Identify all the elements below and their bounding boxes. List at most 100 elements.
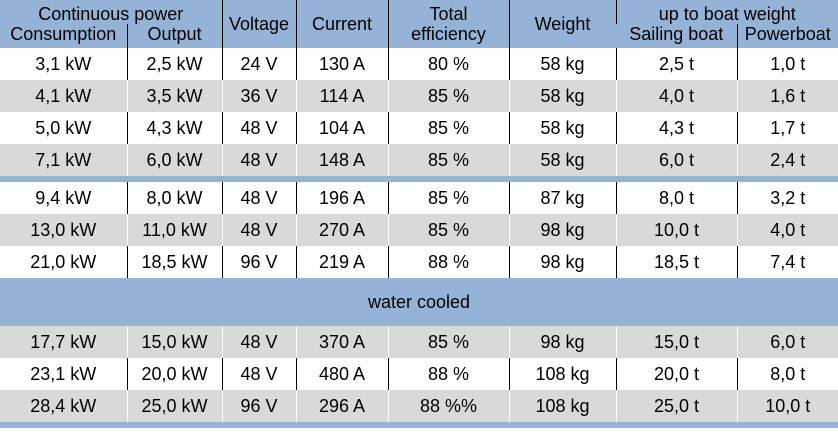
cell-current: 370 A <box>296 326 389 358</box>
cell-weight: 98 kg <box>509 326 617 358</box>
bottom-border <box>0 422 838 428</box>
cell-powerboat: 10,0 t <box>737 390 838 422</box>
cell-efficiency: 85 % <box>388 144 510 176</box>
cell-efficiency: 85 % <box>388 326 510 358</box>
cell-voltage: 48 V <box>222 144 297 176</box>
cell-current: 270 A <box>296 214 389 246</box>
cell-consumption: 23,1 kW <box>0 358 128 390</box>
cell-current: 130 A <box>296 48 389 80</box>
cell-weight: 58 kg <box>509 80 617 112</box>
header-continuous-power: Continuous power <box>0 0 222 24</box>
cell-sailing-boat: 18,5 t <box>616 246 738 278</box>
cell-consumption: 7,1 kW <box>0 144 128 176</box>
table-row: 4,1 kW 3,5 kW 36 V 114 A 85 % 58 kg 4,0 t 1,6 t <box>0 80 838 112</box>
cell-current: 296 A <box>296 390 389 422</box>
header-powerboat: Powerboat <box>736 24 838 48</box>
cell-powerboat: 1,0 t <box>737 48 838 80</box>
table-row: 3,1 kW 2,5 kW 24 V 130 A 80 % 58 kg 2,5 t 1,0 t <box>0 48 838 80</box>
cell-sailing-boat: 25,0 t <box>616 390 738 422</box>
cell-output: 18,5 kW <box>127 246 223 278</box>
table-row: 7,1 kW 6,0 kW 48 V 148 A 85 % 58 kg 6,0 t 2,4 t <box>0 144 838 176</box>
cell-current: 148 A <box>296 144 389 176</box>
section-row-water-cooled: water cooled <box>0 278 838 326</box>
cell-weight: 58 kg <box>509 48 617 80</box>
table-row: 5,0 kW 4,3 kW 48 V 104 A 85 % 58 kg 4,3 t 1,7 t <box>0 112 838 144</box>
header-output: Output <box>126 24 222 48</box>
cell-consumption: 13,0 kW <box>0 214 128 246</box>
cell-output: 8,0 kW <box>127 182 223 214</box>
cell-weight: 98 kg <box>509 246 617 278</box>
cell-powerboat: 1,7 t <box>737 112 838 144</box>
header-up-to-boat-weight: up to boat weight <box>615 0 838 24</box>
cell-consumption: 3,1 kW <box>0 48 128 80</box>
cell-powerboat: 6,0 t <box>737 326 838 358</box>
cell-output: 4,3 kW <box>127 112 223 144</box>
table-row: 9,4 kW 8,0 kW 48 V 196 A 85 % 87 kg 8,0 t 3,2 t <box>0 182 838 214</box>
cell-voltage: 48 V <box>222 214 297 246</box>
cell-powerboat: 2,4 t <box>737 144 838 176</box>
table-row: 17,7 kW 15,0 kW 48 V 370 A 85 % 98 kg 15,0 t 6,… <box>0 326 838 358</box>
cell-voltage: 48 V <box>222 112 297 144</box>
cell-weight: 58 kg <box>509 144 617 176</box>
cell-consumption: 17,7 kW <box>0 326 128 358</box>
cell-powerboat: 1,6 t <box>737 80 838 112</box>
cell-voltage: 48 V <box>222 358 297 390</box>
cell-voltage: 24 V <box>222 48 297 80</box>
cell-sailing-boat: 4,0 t <box>616 80 738 112</box>
cell-consumption: 4,1 kW <box>0 80 128 112</box>
cell-voltage: 48 V <box>222 326 297 358</box>
cell-sailing-boat: 20,0 t <box>616 358 738 390</box>
cell-current: 104 A <box>296 112 389 144</box>
cell-sailing-boat: 4,3 t <box>616 112 738 144</box>
table-row: 21,0 kW 18,5 kW 96 V 219 A 88 % 98 kg 18,5 t 7,… <box>0 246 838 278</box>
header-consumption: Consumption <box>0 24 127 48</box>
cell-efficiency: 80 % <box>388 48 510 80</box>
cell-efficiency: 88 % <box>388 246 510 278</box>
cell-voltage: 36 V <box>222 80 297 112</box>
cell-consumption: 28,4 kW <box>0 390 128 422</box>
header-weight: Weight <box>508 0 616 48</box>
cell-current: 219 A <box>296 246 389 278</box>
cell-consumption: 5,0 kW <box>0 112 128 144</box>
header-total-efficiency-line1: Total <box>387 0 509 24</box>
cell-output: 20,0 kW <box>127 358 223 390</box>
cell-output: 6,0 kW <box>127 144 223 176</box>
cell-efficiency: 85 % <box>388 214 510 246</box>
cell-voltage: 96 V <box>222 246 297 278</box>
cell-efficiency: 85 % <box>388 112 510 144</box>
cell-efficiency: 85 % <box>388 182 510 214</box>
cell-consumption: 21,0 kW <box>0 246 128 278</box>
cell-current: 114 A <box>296 80 389 112</box>
cell-current: 196 A <box>296 182 389 214</box>
table-row: 28,4 kW 25,0 kW 96 V 296 A 88 %% 108 kg 25,0 t… <box>0 390 838 422</box>
section-label: water cooled <box>0 278 838 326</box>
header-total-efficiency-line2: efficiency <box>387 24 509 48</box>
cell-output: 25,0 kW <box>127 390 223 422</box>
header-sailing-boat: Sailing boat <box>616 24 737 48</box>
cell-weight: 98 kg <box>509 214 617 246</box>
group-separator <box>0 176 838 182</box>
cell-weight: 58 kg <box>509 112 617 144</box>
cell-powerboat: 3,2 t <box>737 182 838 214</box>
cell-sailing-boat: 6,0 t <box>616 144 738 176</box>
cell-weight: 108 kg <box>509 358 617 390</box>
cell-output: 11,0 kW <box>127 214 223 246</box>
header-voltage: Voltage <box>221 0 296 48</box>
cell-sailing-boat: 15,0 t <box>616 326 738 358</box>
cell-powerboat: 7,4 t <box>737 246 838 278</box>
cell-powerboat: 8,0 t <box>737 358 838 390</box>
cell-weight: 108 kg <box>509 390 617 422</box>
cell-current: 480 A <box>296 358 389 390</box>
cell-output: 2,5 kW <box>127 48 223 80</box>
cell-efficiency: 85 % <box>388 80 510 112</box>
cell-consumption: 9,4 kW <box>0 182 128 214</box>
cell-powerboat: 4,0 t <box>737 214 838 246</box>
cell-voltage: 48 V <box>222 182 297 214</box>
header-current: Current <box>295 0 388 48</box>
cell-sailing-boat: 2,5 t <box>616 48 738 80</box>
table-body: 3,1 kW 2,5 kW 24 V 130 A 80 % 58 kg 2,5 t 1,0 t… <box>0 48 838 428</box>
cell-voltage: 96 V <box>222 390 297 422</box>
cell-efficiency: 88 % <box>388 358 510 390</box>
